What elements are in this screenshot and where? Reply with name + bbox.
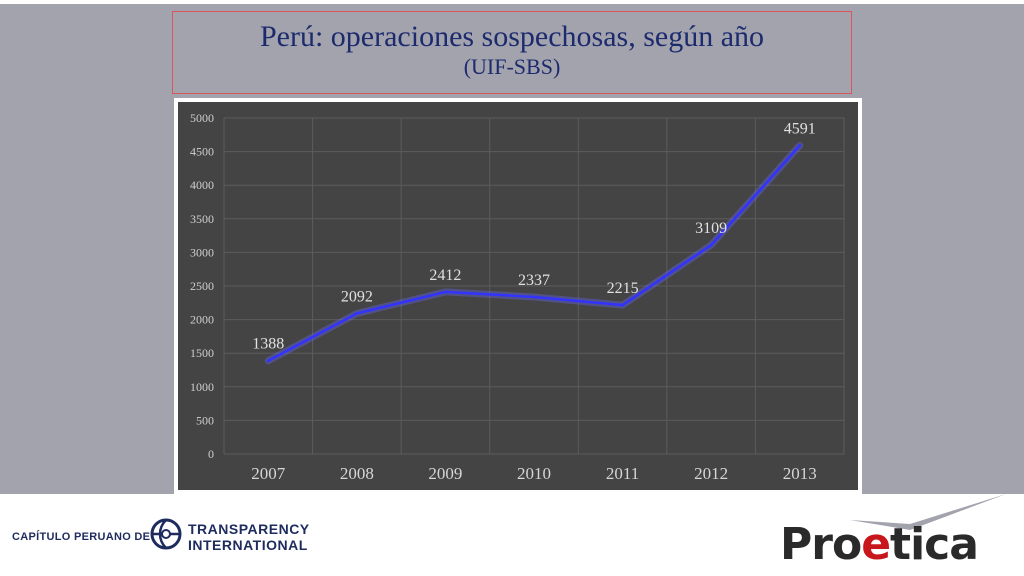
ti-line-1: TRANSPARENCY <box>188 521 310 537</box>
data-point <box>798 143 802 147</box>
y-tick-label: 500 <box>196 413 214 427</box>
data-label: 2337 <box>518 272 550 289</box>
data-point <box>443 290 447 294</box>
y-tick-label: 2000 <box>190 313 214 327</box>
y-tick-label: 0 <box>208 447 214 461</box>
proetica-logo: Proetica <box>780 519 979 570</box>
data-label: 2215 <box>607 280 639 297</box>
y-tick-label: 5000 <box>190 111 214 125</box>
x-tick-label: 2013 <box>783 464 817 483</box>
slide-title: Perú: operaciones sospechosas, según año <box>259 20 765 53</box>
proetica-logo-part2: tica <box>890 519 979 570</box>
x-tick-label: 2010 <box>517 464 551 483</box>
x-tick-label: 2011 <box>606 464 639 483</box>
data-label: 1388 <box>252 336 284 353</box>
transparency-international-text: TRANSPARENCY INTERNATIONAL <box>188 521 310 553</box>
data-point <box>709 243 713 247</box>
y-tick-label: 4500 <box>190 145 214 159</box>
y-tick-label: 2500 <box>190 279 214 293</box>
y-tick-label: 3500 <box>190 212 214 226</box>
data-point <box>266 359 270 363</box>
data-label: 4591 <box>784 120 816 137</box>
data-label: 3109 <box>695 220 727 237</box>
x-tick-label: 2012 <box>694 464 728 483</box>
ti-line-2: INTERNATIONAL <box>188 537 308 553</box>
x-tick-label: 2008 <box>340 464 374 483</box>
data-point <box>355 311 359 315</box>
slide-subtitle: (UIF-SBS) <box>463 54 561 79</box>
footer: CAPÍTULO PERUANO DE TRANSPARENCY INTERNA… <box>0 494 1024 576</box>
proetica-logo-part1: Pro <box>780 519 862 570</box>
chart-frame: 0 500 1000 1500 2000 2500 3000 3500 4000 4500 5000… <box>174 98 862 494</box>
y-tick-label: 3000 <box>190 245 214 259</box>
transparency-international-logo-icon <box>150 518 182 550</box>
capitulo-label: CAPÍTULO PERUANO DE <box>12 531 151 543</box>
data-label: 2412 <box>429 267 461 284</box>
data-label: 2092 <box>341 288 373 305</box>
proetica-swoosh-icon <box>850 494 1006 530</box>
y-tick-label: 4000 <box>190 178 214 192</box>
data-point <box>532 295 536 299</box>
data-point <box>621 303 625 307</box>
title-box: Perú: operaciones sospechosas, según año… <box>172 11 852 94</box>
proetica-logo-accent: e <box>861 519 891 570</box>
y-tick-label: 1500 <box>190 346 214 360</box>
line-chart: 0 500 1000 1500 2000 2500 3000 3500 4000 4500 5000… <box>178 102 858 490</box>
x-tick-label: 2009 <box>428 464 462 483</box>
x-tick-label: 2007 <box>251 464 286 483</box>
y-tick-label: 1000 <box>190 380 214 394</box>
